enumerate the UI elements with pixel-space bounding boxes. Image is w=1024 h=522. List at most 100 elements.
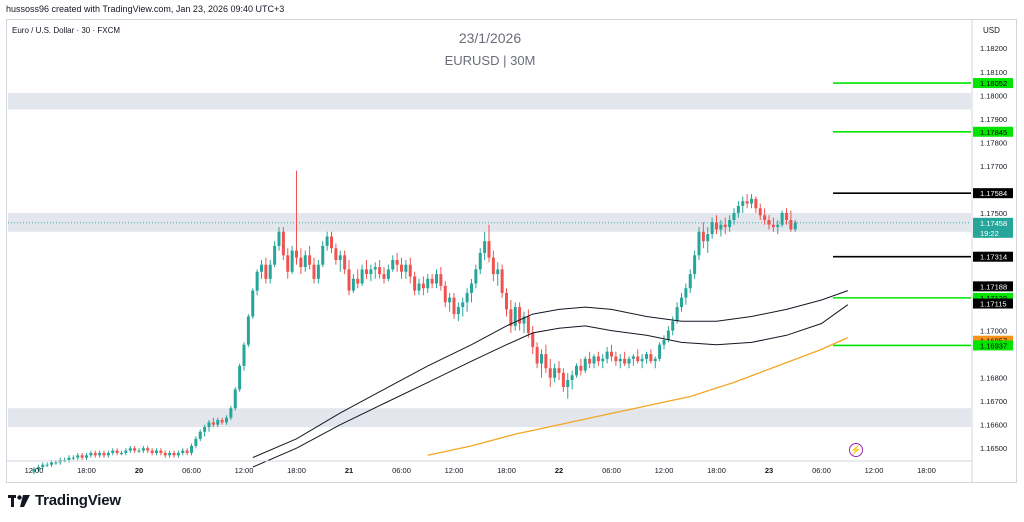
price-tag-text: 1.17458 [980, 219, 1007, 228]
candle-body [649, 354, 653, 362]
y-tick-1.17700: 1.17700 [980, 162, 1007, 171]
candle-24 [137, 448, 141, 453]
x-tick-21: 21 [345, 466, 353, 475]
candle-114 [531, 325, 535, 355]
x-tick-12:00: 12:00 [445, 466, 464, 475]
candle-body [491, 257, 495, 275]
candle-112 [522, 311, 526, 333]
candle-154 [706, 227, 710, 253]
candle-130 [601, 354, 605, 369]
candle-body [496, 269, 500, 275]
candle-35 [185, 448, 189, 456]
candle-body [732, 212, 736, 220]
candle-body [382, 274, 386, 279]
candle-137 [631, 354, 635, 366]
candle-156 [715, 215, 718, 235]
y-tick-1.16800: 1.16800 [980, 374, 1007, 383]
candle-94 [443, 281, 447, 308]
candle-162 [741, 196, 745, 213]
candle-96 [452, 292, 456, 319]
chart-frame[interactable] [6, 19, 1017, 483]
currency-label[interactable]: USD [983, 26, 1000, 35]
candle-body [645, 354, 648, 359]
symbol-label[interactable]: Euro / U.S. Dollar · 30 · FXCM [12, 26, 121, 35]
y-tick-1.18100: 1.18100 [980, 68, 1007, 77]
candle-body [505, 292, 508, 310]
candle-17 [106, 450, 110, 458]
candle-body [745, 201, 749, 204]
candle-body [159, 450, 163, 453]
candle-body [701, 231, 705, 242]
lightning-icon[interactable]: ⚡ [849, 443, 863, 457]
candle-body [785, 212, 788, 220]
candle-29 [159, 448, 163, 456]
candle-164 [750, 194, 753, 209]
candle-152 [697, 227, 701, 260]
candle-body [124, 450, 128, 453]
candle-body [176, 452, 180, 456]
candle-body [592, 356, 596, 364]
candle-body [50, 462, 53, 465]
price-tag-bg [973, 126, 1013, 137]
candle-19 [115, 448, 119, 456]
candle-86 [408, 257, 412, 284]
candle-body [623, 358, 627, 364]
y-tick-1.17800: 1.17800 [980, 138, 1007, 147]
y-tick-1.16700: 1.16700 [980, 397, 1007, 406]
candle-9 [71, 455, 75, 460]
candle-body [570, 375, 574, 380]
candle-body [666, 330, 670, 340]
price-tag-countdown: 19:22 [980, 229, 999, 238]
candle-59 [290, 245, 294, 275]
candle-body [697, 231, 701, 256]
candle-23 [133, 445, 137, 453]
candle-body [290, 250, 294, 272]
y-tick-1.17000: 1.17000 [980, 327, 1007, 336]
candle-47 [238, 363, 242, 392]
chart-subtitle: 23/1/2026 [458, 30, 522, 46]
candle-89 [421, 276, 425, 296]
candle-body [150, 450, 154, 453]
candle-body [439, 274, 443, 286]
candle-141 [649, 349, 653, 364]
candle-40 [207, 420, 211, 432]
price-tag-1.17845: 1.17845 [973, 126, 1013, 137]
candle-body [513, 307, 517, 326]
candle-140 [645, 351, 648, 364]
candle-12 [85, 452, 88, 460]
candle-body [728, 220, 732, 228]
candle-134 [618, 354, 622, 369]
candle-135 [623, 351, 627, 366]
candle-115 [535, 342, 539, 369]
candle-136 [627, 356, 631, 369]
candle-body [168, 452, 172, 456]
candle-51 [255, 269, 259, 296]
candle-body [693, 255, 697, 275]
price-tag-bg [973, 188, 1013, 199]
candle-body [185, 450, 189, 453]
candle-21 [124, 448, 128, 456]
x-tick-18:00: 18:00 [707, 466, 726, 475]
candle-body [373, 267, 377, 270]
candle-83 [395, 252, 399, 272]
candle-body [470, 283, 473, 293]
candle-48 [242, 342, 246, 371]
candle-body [780, 212, 784, 225]
candle-18 [111, 448, 115, 456]
candle-body [325, 236, 329, 246]
candle-3 [45, 462, 49, 468]
candle-body [601, 358, 605, 362]
candle-body [260, 264, 263, 272]
candle-body [465, 292, 469, 303]
candle-body [518, 307, 522, 324]
candle-111 [518, 302, 522, 331]
candle-120 [557, 361, 561, 380]
candle-body [89, 452, 93, 456]
candle-124 [575, 363, 578, 378]
candle-body [610, 351, 613, 357]
candle-102 [478, 248, 482, 275]
candle-body [535, 347, 539, 364]
candle-body [736, 205, 740, 213]
